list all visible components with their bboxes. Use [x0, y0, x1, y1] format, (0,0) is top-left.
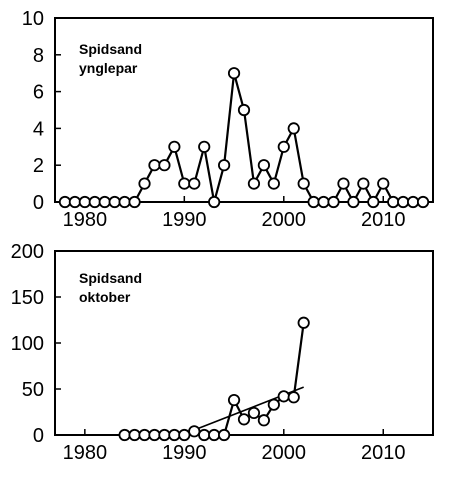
- chart-panel-oktober: Spidsand oktober 1980 1990 2000 20100501001…: [11, 241, 434, 464]
- series-points: [58, 67, 430, 209]
- data-point: [377, 177, 390, 190]
- data-point: [178, 177, 191, 190]
- data-point: [257, 159, 270, 172]
- data-point: [237, 103, 251, 117]
- data-point: [297, 177, 310, 190]
- y-tick-label: 8: [33, 45, 44, 67]
- y-tick-label: 2: [33, 155, 44, 177]
- data-point: [287, 122, 300, 135]
- chart-panel-ynglepar: Spidsand ynglepar 1980 1990 2000 2010024681…: [22, 8, 434, 231]
- data-point: [108, 195, 121, 209]
- series-points: [118, 316, 310, 442]
- data-point: [118, 195, 131, 209]
- series-line: [133, 72, 315, 204]
- data-point: [88, 195, 101, 209]
- data-point: [347, 195, 360, 209]
- data-point: [227, 67, 241, 80]
- data-point: [397, 195, 410, 209]
- series-lines: [124, 322, 305, 439]
- y-tick-label: 0: [33, 425, 44, 447]
- x-tick-label: 2000: [262, 442, 307, 464]
- series-line: [124, 322, 305, 437]
- data-point: [317, 195, 330, 209]
- data-point: [198, 140, 211, 153]
- data-point: [128, 195, 141, 209]
- data-point: [357, 177, 370, 190]
- data-point: [158, 159, 171, 172]
- x-tick-label: 2010: [361, 209, 406, 231]
- data-point: [98, 195, 111, 209]
- data-point: [198, 428, 211, 442]
- chart-title-line-2: ynglepar: [79, 60, 138, 76]
- data-point: [277, 390, 290, 403]
- y-tick-label: 200: [11, 241, 44, 263]
- data-point: [78, 195, 91, 209]
- x-tick-label: 1980: [63, 442, 108, 464]
- data-point: [208, 428, 221, 442]
- data-point: [337, 177, 350, 190]
- data-point: [257, 414, 270, 427]
- chart-title-line-2: oktober: [79, 289, 131, 305]
- x-tick-label: 2010: [361, 442, 406, 464]
- data-point: [128, 428, 141, 442]
- chart-title-line-1: Spidsand: [79, 270, 142, 286]
- chart-title-line-1: Spidsand: [79, 41, 142, 57]
- data-point: [168, 428, 181, 442]
- axes: 1980 1990 2000 2010 0 50 100 150 200: [11, 241, 406, 464]
- y-tick-label: 150: [11, 287, 44, 309]
- data-point: [208, 195, 221, 209]
- data-point: [227, 393, 241, 407]
- data-point: [168, 140, 181, 153]
- data-point: [158, 428, 171, 442]
- data-point: [416, 195, 430, 209]
- data-point: [267, 177, 280, 190]
- data-point: [138, 428, 151, 442]
- data-point: [297, 316, 310, 329]
- data-point: [387, 195, 400, 209]
- data-point: [188, 425, 201, 438]
- y-tick-label: 0: [33, 192, 44, 214]
- data-point: [148, 159, 161, 172]
- y-tick-label: 10: [22, 8, 44, 30]
- y-tick-label: 50: [22, 379, 44, 401]
- data-point: [247, 406, 261, 420]
- data-point: [367, 195, 380, 209]
- x-tick-label: 1990: [162, 442, 207, 464]
- data-point: [327, 195, 340, 209]
- data-point: [218, 428, 231, 442]
- data-point: [148, 428, 161, 442]
- y-tick-label: 100: [11, 333, 44, 355]
- data-point: [407, 195, 420, 209]
- data-point: [138, 177, 151, 190]
- x-tick-label: 2000: [262, 209, 307, 231]
- data-point: [68, 195, 81, 209]
- data-point: [237, 413, 251, 426]
- data-point: [118, 428, 131, 442]
- y-tick-label: 4: [33, 118, 44, 140]
- plot-frame: [54, 17, 434, 203]
- x-tick-label: 1990: [162, 209, 207, 231]
- y-tick-label: 6: [33, 82, 44, 104]
- data-point: [58, 195, 72, 209]
- data-point: [277, 140, 290, 153]
- data-point: [267, 398, 280, 411]
- data-point: [218, 159, 231, 172]
- axes: 1980 1990 2000 2010 0 2 4 6 8 10: [22, 8, 406, 231]
- data-point: [178, 428, 191, 442]
- data-point: [287, 391, 300, 404]
- data-point: [307, 195, 320, 209]
- data-point: [188, 177, 201, 190]
- x-tick-label: 1980: [63, 209, 108, 231]
- data-point: [247, 177, 261, 190]
